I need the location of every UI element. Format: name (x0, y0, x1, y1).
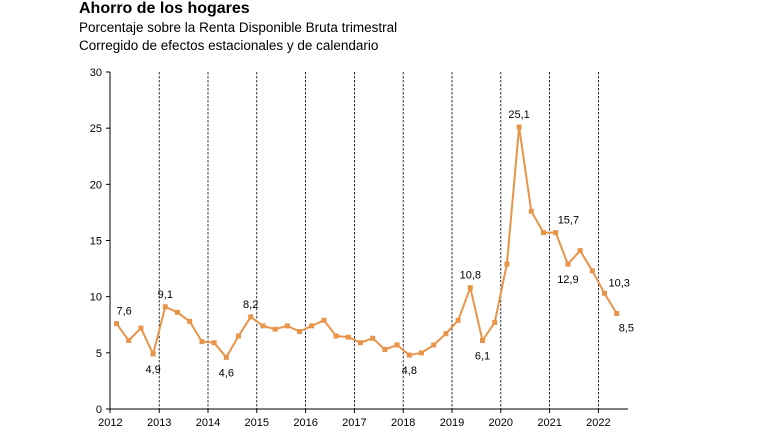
x-tick-label: 2022 (586, 417, 610, 429)
data-point (126, 337, 132, 343)
x-tick-label: 2013 (147, 417, 171, 429)
data-label: 9,1 (158, 289, 173, 301)
y-tick-label: 25 (90, 123, 102, 135)
data-point (321, 317, 327, 323)
data-point (211, 340, 217, 346)
data-label: 4,8 (402, 365, 417, 377)
data-point (419, 350, 424, 356)
x-tick-label: 2020 (489, 417, 513, 429)
data-label: 7,6 (117, 306, 132, 318)
data-point (260, 323, 266, 329)
data-point (394, 342, 400, 348)
y-tick-label: 0 (96, 404, 102, 416)
x-tick-label: 2016 (293, 417, 317, 429)
data-point (443, 331, 449, 337)
data-point (150, 351, 156, 357)
data-point (528, 208, 534, 214)
y-tick-label: 10 (90, 292, 102, 304)
data-label: 8,2 (243, 299, 258, 311)
data-point (199, 339, 205, 345)
data-point (175, 309, 180, 315)
data-point (467, 285, 473, 291)
data-point (406, 352, 412, 358)
data-point (309, 323, 315, 329)
x-tick-label: 2018 (391, 417, 415, 429)
data-point (589, 268, 595, 274)
data-point (516, 124, 522, 130)
data-point (565, 261, 571, 267)
data-point (138, 325, 144, 331)
data-point (114, 321, 119, 327)
data-point (297, 328, 302, 334)
data-point (272, 326, 278, 332)
x-tick-label: 2019 (440, 417, 464, 429)
series-line (115, 126, 618, 359)
data-point (455, 317, 461, 323)
data-point (431, 342, 437, 348)
data-label: 6,1 (475, 350, 490, 362)
data-point (333, 333, 339, 339)
data-point (162, 304, 168, 310)
data-point (602, 290, 607, 296)
data-point (492, 320, 498, 326)
data-point (614, 311, 620, 317)
data-point (504, 261, 510, 267)
data-label: 8,5 (619, 323, 634, 335)
data-label: 4,9 (145, 364, 160, 376)
data-label: 15,7 (558, 215, 579, 227)
x-tick-label: 2014 (196, 417, 220, 429)
x-tick-label: 2012 (98, 417, 122, 429)
data-point (284, 323, 290, 329)
data-point (553, 230, 559, 236)
x-tick-label: 2017 (342, 417, 366, 429)
data-point (577, 248, 583, 254)
data-point (382, 346, 388, 352)
data-point (370, 335, 376, 341)
y-tick-label: 20 (90, 179, 102, 191)
data-point (358, 340, 363, 346)
x-tick-label: 2015 (245, 417, 269, 429)
data-label: 25,1 (508, 109, 529, 121)
y-tick-label: 5 (96, 348, 102, 360)
data-point (541, 230, 546, 236)
chart-subtitle-2: Corregido de efectos estacionales y de c… (79, 38, 379, 53)
data-label: 10,8 (460, 270, 481, 282)
y-tick-label: 15 (90, 236, 102, 248)
data-point (248, 314, 254, 320)
chart-subtitle-1: Porcentaje sobre la Renta Disponible Bru… (79, 20, 398, 35)
data-label: 4,6 (219, 367, 234, 379)
data-label: 10,3 (609, 277, 630, 289)
chart-title: Ahorro de los hogares (79, 0, 250, 17)
data-point (187, 318, 193, 324)
y-tick-label: 30 (90, 67, 102, 79)
x-tick-label: 2021 (537, 417, 561, 429)
data-point (236, 333, 241, 339)
data-label: 12,9 (557, 274, 578, 286)
data-point (480, 337, 485, 343)
data-point (223, 354, 229, 360)
data-point (345, 334, 351, 340)
